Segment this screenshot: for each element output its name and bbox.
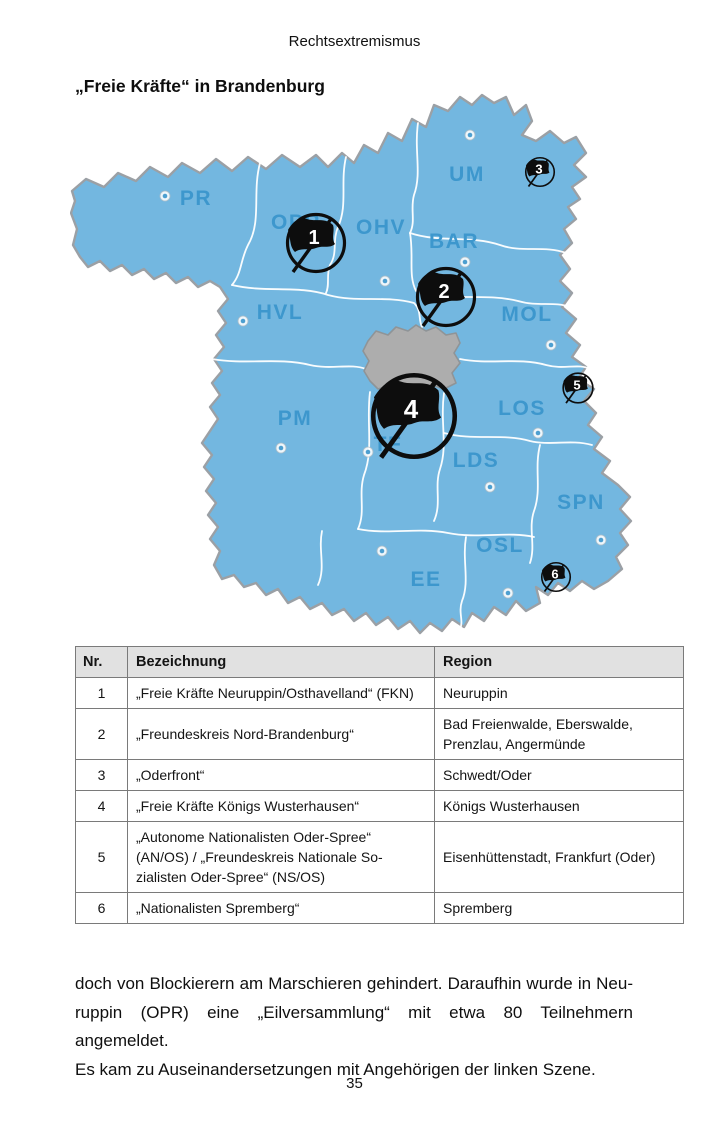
marker-number: 3 — [535, 162, 542, 177]
town-dot-icon — [362, 446, 374, 458]
district-label-mol: MOL — [501, 303, 552, 326]
cell-nr: 2 — [75, 708, 128, 760]
column-header-bezeichnung: Bezeichnung — [127, 646, 435, 678]
marker-number: 1 — [308, 227, 319, 249]
marker-number: 6 — [551, 567, 558, 582]
town-dot-icon — [159, 190, 171, 202]
town-dot-icon — [379, 275, 391, 287]
district-label-hvl: HVL — [257, 301, 304, 324]
cell-bezeichnung: „Oderfront“ — [127, 759, 435, 791]
town-dot-icon — [237, 315, 249, 327]
district-label-pm: PM — [278, 407, 313, 430]
flag-marker-4: 4 — [373, 375, 455, 457]
groups-table: Nr. Bezeichnung Region 1 „Freie Kräfte N… — [75, 646, 684, 924]
cell-nr: 3 — [75, 759, 128, 791]
page-title: „Freie Kräfte“ in Brandenburg — [75, 76, 325, 96]
town-dot-icon — [545, 339, 557, 351]
district-label-ee: EE — [410, 568, 441, 591]
body-paragraph: doch von Blockierern am Marschieren gehi… — [75, 970, 633, 1084]
running-header: Rechtsextremismus — [288, 33, 421, 50]
brandenburg-map: PR OPR OHV UM BAR HVL MOL PM TF LOS LDS … — [69, 93, 635, 638]
flag-marker-5: 5 — [562, 372, 594, 404]
table-row: 4 „Freie Kräfte Königs Wusterhausen“ Kön… — [75, 790, 684, 822]
district-label-osl: OSL — [476, 534, 524, 557]
district-label-bar: BAR — [429, 230, 479, 253]
flag-marker-3: 3 — [524, 156, 556, 188]
cell-region: Eisenhüttenstadt, Frankfurt (Oder) — [434, 821, 684, 893]
town-dot-icon — [502, 587, 514, 599]
column-header-nr: Nr. — [75, 646, 128, 678]
flag-marker-1: 1 — [285, 212, 347, 274]
body-line: doch von Blockierern am Marschieren gehi… — [75, 974, 633, 993]
table-row: 2 „Freundeskreis Nord-Brandenburg“ Bad F… — [75, 708, 684, 760]
district-label-um: UM — [449, 163, 485, 186]
marker-number: 5 — [573, 378, 580, 393]
cell-bezeichnung: „Freie Kräfte Neuruppin/Osthavelland“ (F… — [127, 677, 435, 709]
district-borders — [211, 122, 593, 630]
cell-nr: 4 — [75, 790, 128, 822]
town-dot-icon — [459, 256, 471, 268]
berlin-area — [362, 324, 461, 393]
table-row: 6 „Nationalisten Spremberg“ Spremberg — [75, 892, 684, 924]
table-row: 5 „Autonome Nationalisten Oder-Spree“ (A… — [75, 821, 684, 893]
cell-region: Bad Freienwalde, Eberswalde, Prenzlau, A… — [434, 708, 684, 760]
flag-markers: 1 2 3 4 5 — [285, 156, 594, 593]
town-dot-icon — [595, 534, 607, 546]
marker-number: 4 — [404, 394, 419, 424]
town-dot-icon — [275, 442, 287, 454]
town-dot-icon — [532, 427, 544, 439]
cell-nr: 6 — [75, 892, 128, 924]
district-label-los: LOS — [498, 397, 546, 420]
brandenburg-map-svg: PR OPR OHV UM BAR HVL MOL PM TF LOS LDS … — [69, 93, 633, 635]
body-line: Es kam zu Auseinandersetzungen mit Angeh… — [75, 1059, 596, 1079]
cell-bezeichnung: „Freundeskreis Nord-Brandenburg“ — [127, 708, 435, 760]
cell-region: Schwedt/Oder — [434, 759, 684, 791]
cell-bezeichnung: „Freie Kräfte Königs Wusterhausen“ — [127, 790, 435, 822]
cell-nr: 5 — [75, 821, 128, 893]
table-row: 3 „Oderfront“ Schwedt/Oder — [75, 759, 684, 791]
brandenburg-outline — [69, 93, 633, 635]
cell-region: Neuruppin — [434, 677, 684, 709]
district-label-ohv: OHV — [356, 216, 406, 239]
table-header-row: Nr. Bezeichnung Region — [75, 646, 684, 678]
cell-region: Spremberg — [434, 892, 684, 924]
table-row: 1 „Freie Kräfte Neuruppin/Osthavelland“ … — [75, 677, 684, 709]
body-line: ruppin (OPR) eine „Eilversammlung“ mit e… — [75, 1002, 633, 1051]
town-dot-icon — [484, 481, 496, 493]
cell-bezeichnung: „Autonome Nationalisten Oder-Spree“ (AN/… — [127, 821, 435, 893]
page-number: 35 — [346, 1075, 363, 1092]
district-label-spn: SPN — [557, 491, 605, 514]
town-dot-icon — [464, 129, 476, 141]
cell-region: Königs Wusterhausen — [434, 790, 684, 822]
flag-marker-6: 6 — [540, 561, 572, 593]
cell-bezeichnung: „Nationalisten Spremberg“ — [127, 892, 435, 924]
town-dot-icon — [376, 545, 388, 557]
district-label-lds: LDS — [453, 449, 500, 472]
marker-number: 2 — [438, 281, 449, 303]
column-header-region: Region — [434, 646, 684, 678]
district-labels: PR OPR OHV UM BAR HVL MOL PM TF LOS LDS … — [180, 163, 605, 591]
flag-marker-2: 2 — [415, 266, 477, 328]
cell-nr: 1 — [75, 677, 128, 709]
district-label-pr: PR — [180, 187, 212, 210]
